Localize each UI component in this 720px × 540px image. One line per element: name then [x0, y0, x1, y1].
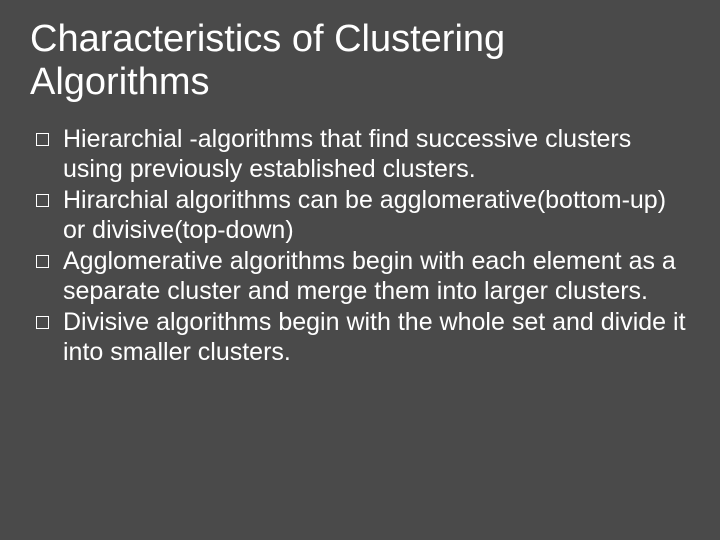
square-bullet-icon: [36, 316, 49, 329]
square-bullet-icon: [36, 194, 49, 207]
list-item: Agglomerative algorithms begin with each…: [30, 247, 690, 306]
bullet-text: Agglomerative algorithms begin with each…: [63, 247, 690, 306]
bullet-list: Hierarchial -algorithms that find succes…: [30, 125, 690, 367]
list-item: Divisive algorithms begin with the whole…: [30, 308, 690, 367]
bullet-text: Hirarchial algorithms can be agglomerati…: [63, 186, 690, 245]
list-item: Hirarchial algorithms can be agglomerati…: [30, 186, 690, 245]
list-item: Hierarchial -algorithms that find succes…: [30, 125, 690, 184]
bullet-text: Hierarchial -algorithms that find succes…: [63, 125, 690, 184]
slide: Characteristics of Clustering Algorithms…: [0, 0, 720, 540]
slide-title: Characteristics of Clustering Algorithms: [30, 18, 690, 103]
square-bullet-icon: [36, 133, 49, 146]
square-bullet-icon: [36, 255, 49, 268]
bullet-text: Divisive algorithms begin with the whole…: [63, 308, 690, 367]
